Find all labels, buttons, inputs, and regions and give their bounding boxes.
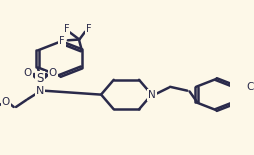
Text: N: N: [149, 90, 156, 100]
Text: O: O: [49, 68, 57, 78]
Text: S: S: [37, 72, 44, 85]
Text: Cl: Cl: [247, 82, 254, 92]
Text: F: F: [64, 24, 70, 34]
Text: F: F: [59, 36, 65, 46]
Text: O: O: [23, 68, 32, 78]
Text: F: F: [86, 24, 91, 34]
Text: O: O: [2, 97, 10, 106]
Text: N: N: [36, 86, 44, 96]
